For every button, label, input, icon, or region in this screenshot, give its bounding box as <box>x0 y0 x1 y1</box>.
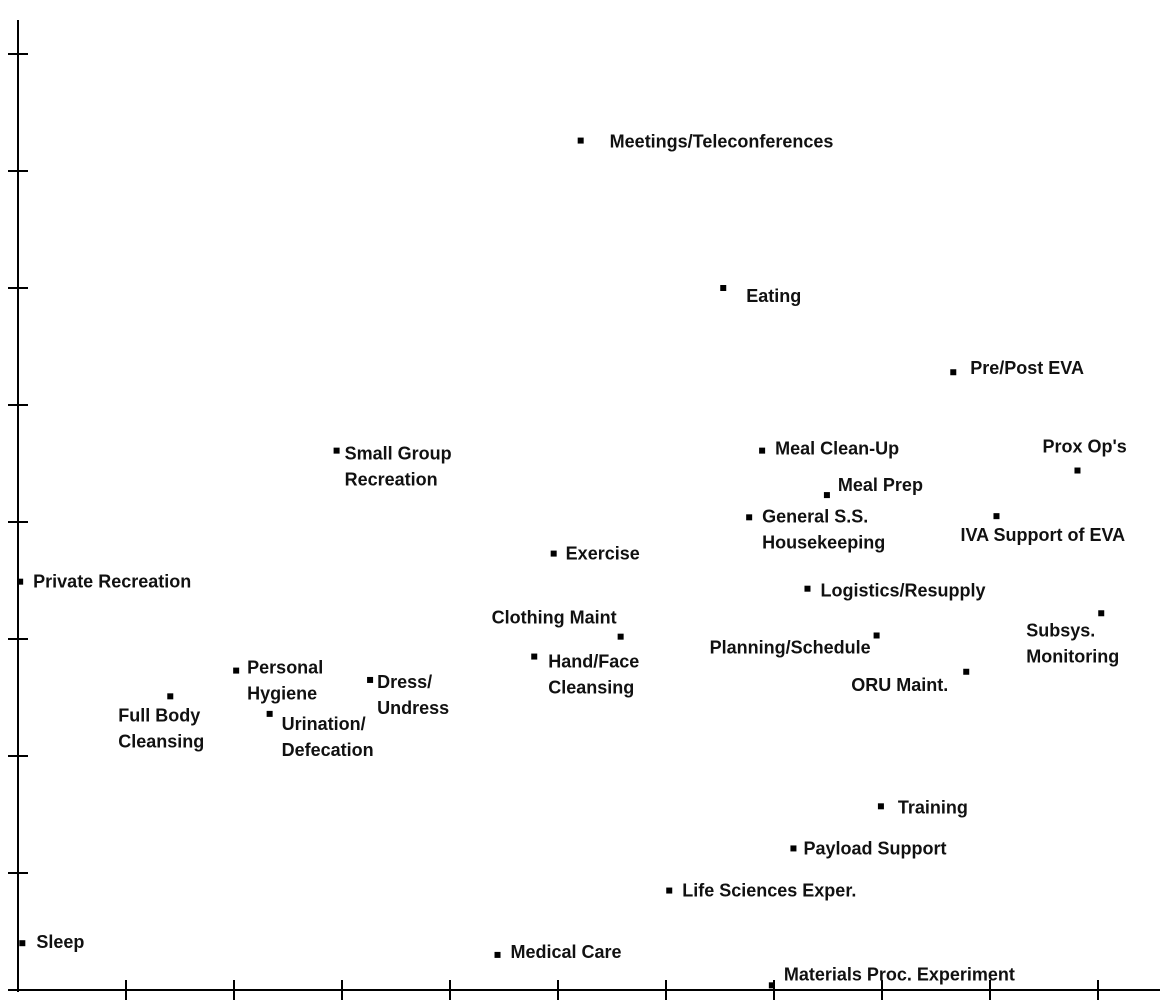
point-label: Meal Prep <box>838 475 923 495</box>
point-label: Exercise <box>566 544 640 564</box>
point-label: Cleansing <box>548 678 634 698</box>
point-label: Training <box>898 797 968 817</box>
point-label: IVA Support of EVA <box>960 525 1125 545</box>
point <box>963 668 970 675</box>
point <box>804 585 811 592</box>
point-label: ORU Maint. <box>851 675 948 695</box>
point-label: Hand/Face <box>548 652 639 672</box>
point-label: Meetings/Teleconferences <box>610 132 834 152</box>
point-label: Medical Care <box>511 942 622 962</box>
point-label: Logistics/Resupply <box>820 581 985 601</box>
point <box>19 940 26 947</box>
point <box>550 550 557 557</box>
point-label: Clothing Maint <box>492 608 617 628</box>
point-label: Defecation <box>282 740 374 760</box>
point-label: Undress <box>377 698 449 718</box>
point <box>720 285 727 291</box>
point <box>333 447 340 454</box>
point-label: Dress/ <box>377 672 432 692</box>
point <box>746 514 753 521</box>
point <box>367 676 374 683</box>
point-label: Monitoring <box>1026 646 1119 666</box>
point <box>877 803 884 810</box>
point-label: Recreation <box>345 470 438 490</box>
point <box>577 137 584 144</box>
point <box>950 369 957 376</box>
point-label: Housekeeping <box>762 532 885 552</box>
point <box>17 578 24 585</box>
point-label: Life Sciences Exper. <box>682 881 856 901</box>
point <box>823 492 830 499</box>
point <box>768 982 775 989</box>
point <box>266 710 273 717</box>
point <box>494 951 501 958</box>
point-label: Payload Support <box>803 838 946 858</box>
point <box>873 632 880 639</box>
point-label: Materials Proc. Experiment <box>784 964 1015 984</box>
point-label: General S.S. <box>762 506 868 526</box>
point <box>233 667 240 674</box>
point-label: Subsys. <box>1026 620 1095 640</box>
point <box>790 845 797 852</box>
point-label: Eating <box>746 286 801 306</box>
point-label: Sleep <box>36 932 84 952</box>
point-label: Full Body <box>118 705 200 725</box>
point-label: Planning/Schedule <box>710 637 871 657</box>
point <box>759 447 766 454</box>
point-label: Cleansing <box>118 731 204 751</box>
point-label: Small Group <box>345 444 452 464</box>
point <box>531 653 538 660</box>
point <box>167 693 174 700</box>
point-label: Prox Op's <box>1042 437 1126 457</box>
point <box>1074 467 1081 474</box>
point-label: Personal <box>247 658 323 678</box>
point-label: Hygiene <box>247 684 317 704</box>
point <box>617 633 624 640</box>
point-label: Private Recreation <box>33 572 191 592</box>
point-label: Pre/Post EVA <box>970 358 1084 378</box>
point-label: Urination/ <box>282 714 366 734</box>
point <box>666 887 673 894</box>
point-label: Meal Clean-Up <box>775 439 899 459</box>
point <box>1098 610 1105 617</box>
point <box>993 513 1000 520</box>
